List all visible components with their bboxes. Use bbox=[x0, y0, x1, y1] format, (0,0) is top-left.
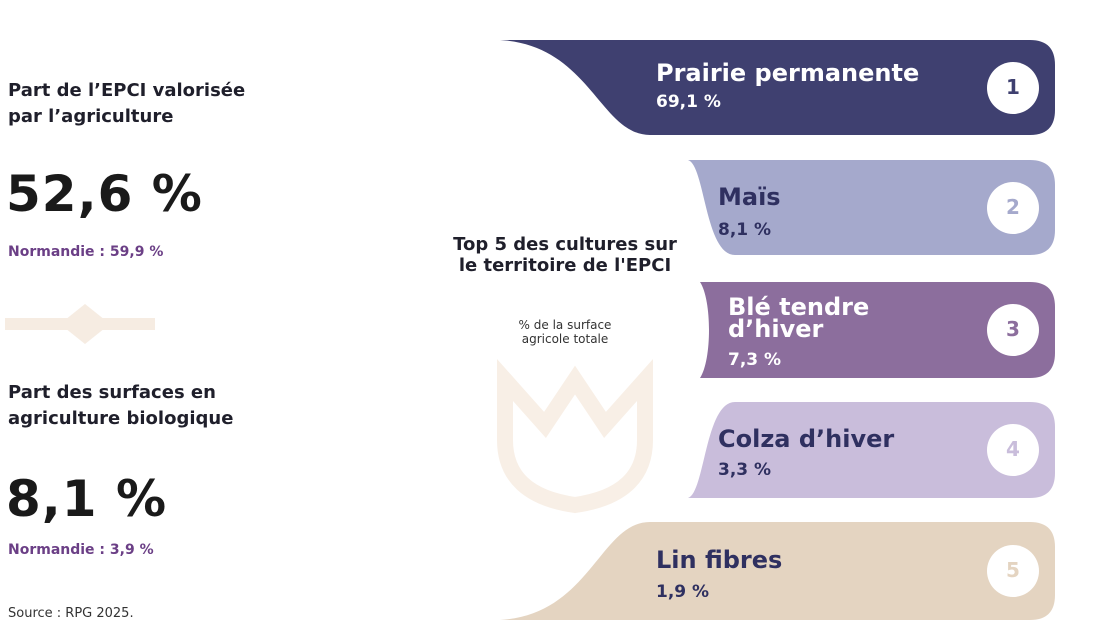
separator bbox=[5, 304, 155, 344]
rank: 3 bbox=[1006, 317, 1020, 341]
rank: 2 bbox=[1006, 195, 1020, 219]
crop-name: Prairie permanente bbox=[656, 59, 920, 87]
stat-label: Part des surfaces en agriculture biologi… bbox=[8, 382, 234, 429]
source: Source : RPG 2025. bbox=[8, 606, 134, 621]
crop-share: 1,9 % bbox=[656, 582, 710, 602]
tulip-watermark bbox=[497, 358, 653, 514]
rank: 5 bbox=[1006, 558, 1020, 582]
rank-circles bbox=[987, 62, 1039, 597]
top5-subtitle: % de la surface agricole totale bbox=[518, 318, 612, 346]
crop-share: 3,3 % bbox=[718, 460, 772, 480]
stat-value: 52,6 % bbox=[6, 165, 203, 223]
banner-3 bbox=[700, 282, 1055, 378]
banner-5 bbox=[500, 522, 1055, 620]
crop-share: 69,1 % bbox=[656, 92, 721, 112]
crop-share: 8,1 % bbox=[718, 220, 772, 240]
rank: 1 bbox=[1006, 75, 1020, 99]
crop-name: Maïs bbox=[718, 183, 781, 211]
crop-name: Blé tendre d’hiver bbox=[728, 293, 870, 343]
banner-2 bbox=[688, 160, 1055, 255]
stat-comparison: Normandie : 3,9 % bbox=[8, 542, 154, 558]
stat-comparison: Normandie : 59,9 % bbox=[8, 244, 164, 260]
stat-value: 8,1 % bbox=[6, 470, 168, 528]
top5-title: Top 5 des cultures sur le territoire de … bbox=[453, 234, 677, 276]
rank: 4 bbox=[1006, 437, 1020, 461]
crop-name: Lin fibres bbox=[656, 546, 783, 574]
crop-name: Colza d’hiver bbox=[718, 425, 895, 453]
banner-4 bbox=[688, 402, 1055, 498]
banner-1 bbox=[500, 40, 1055, 135]
stat-label: Part de l’EPCI valorisée par l’agricultu… bbox=[8, 80, 246, 127]
crop-share: 7,3 % bbox=[728, 350, 782, 370]
